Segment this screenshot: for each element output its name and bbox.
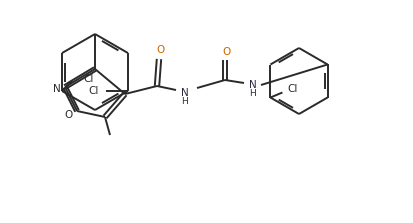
Text: Cl: Cl (287, 83, 297, 93)
Text: Cl: Cl (88, 86, 99, 96)
Text: O: O (65, 110, 73, 120)
Text: Cl: Cl (83, 74, 93, 84)
Text: N: N (53, 84, 61, 94)
Text: O: O (222, 47, 230, 57)
Text: H: H (181, 97, 188, 105)
Text: O: O (157, 45, 165, 55)
Text: H: H (249, 89, 256, 97)
Text: N: N (181, 88, 188, 98)
Text: N: N (249, 80, 256, 90)
